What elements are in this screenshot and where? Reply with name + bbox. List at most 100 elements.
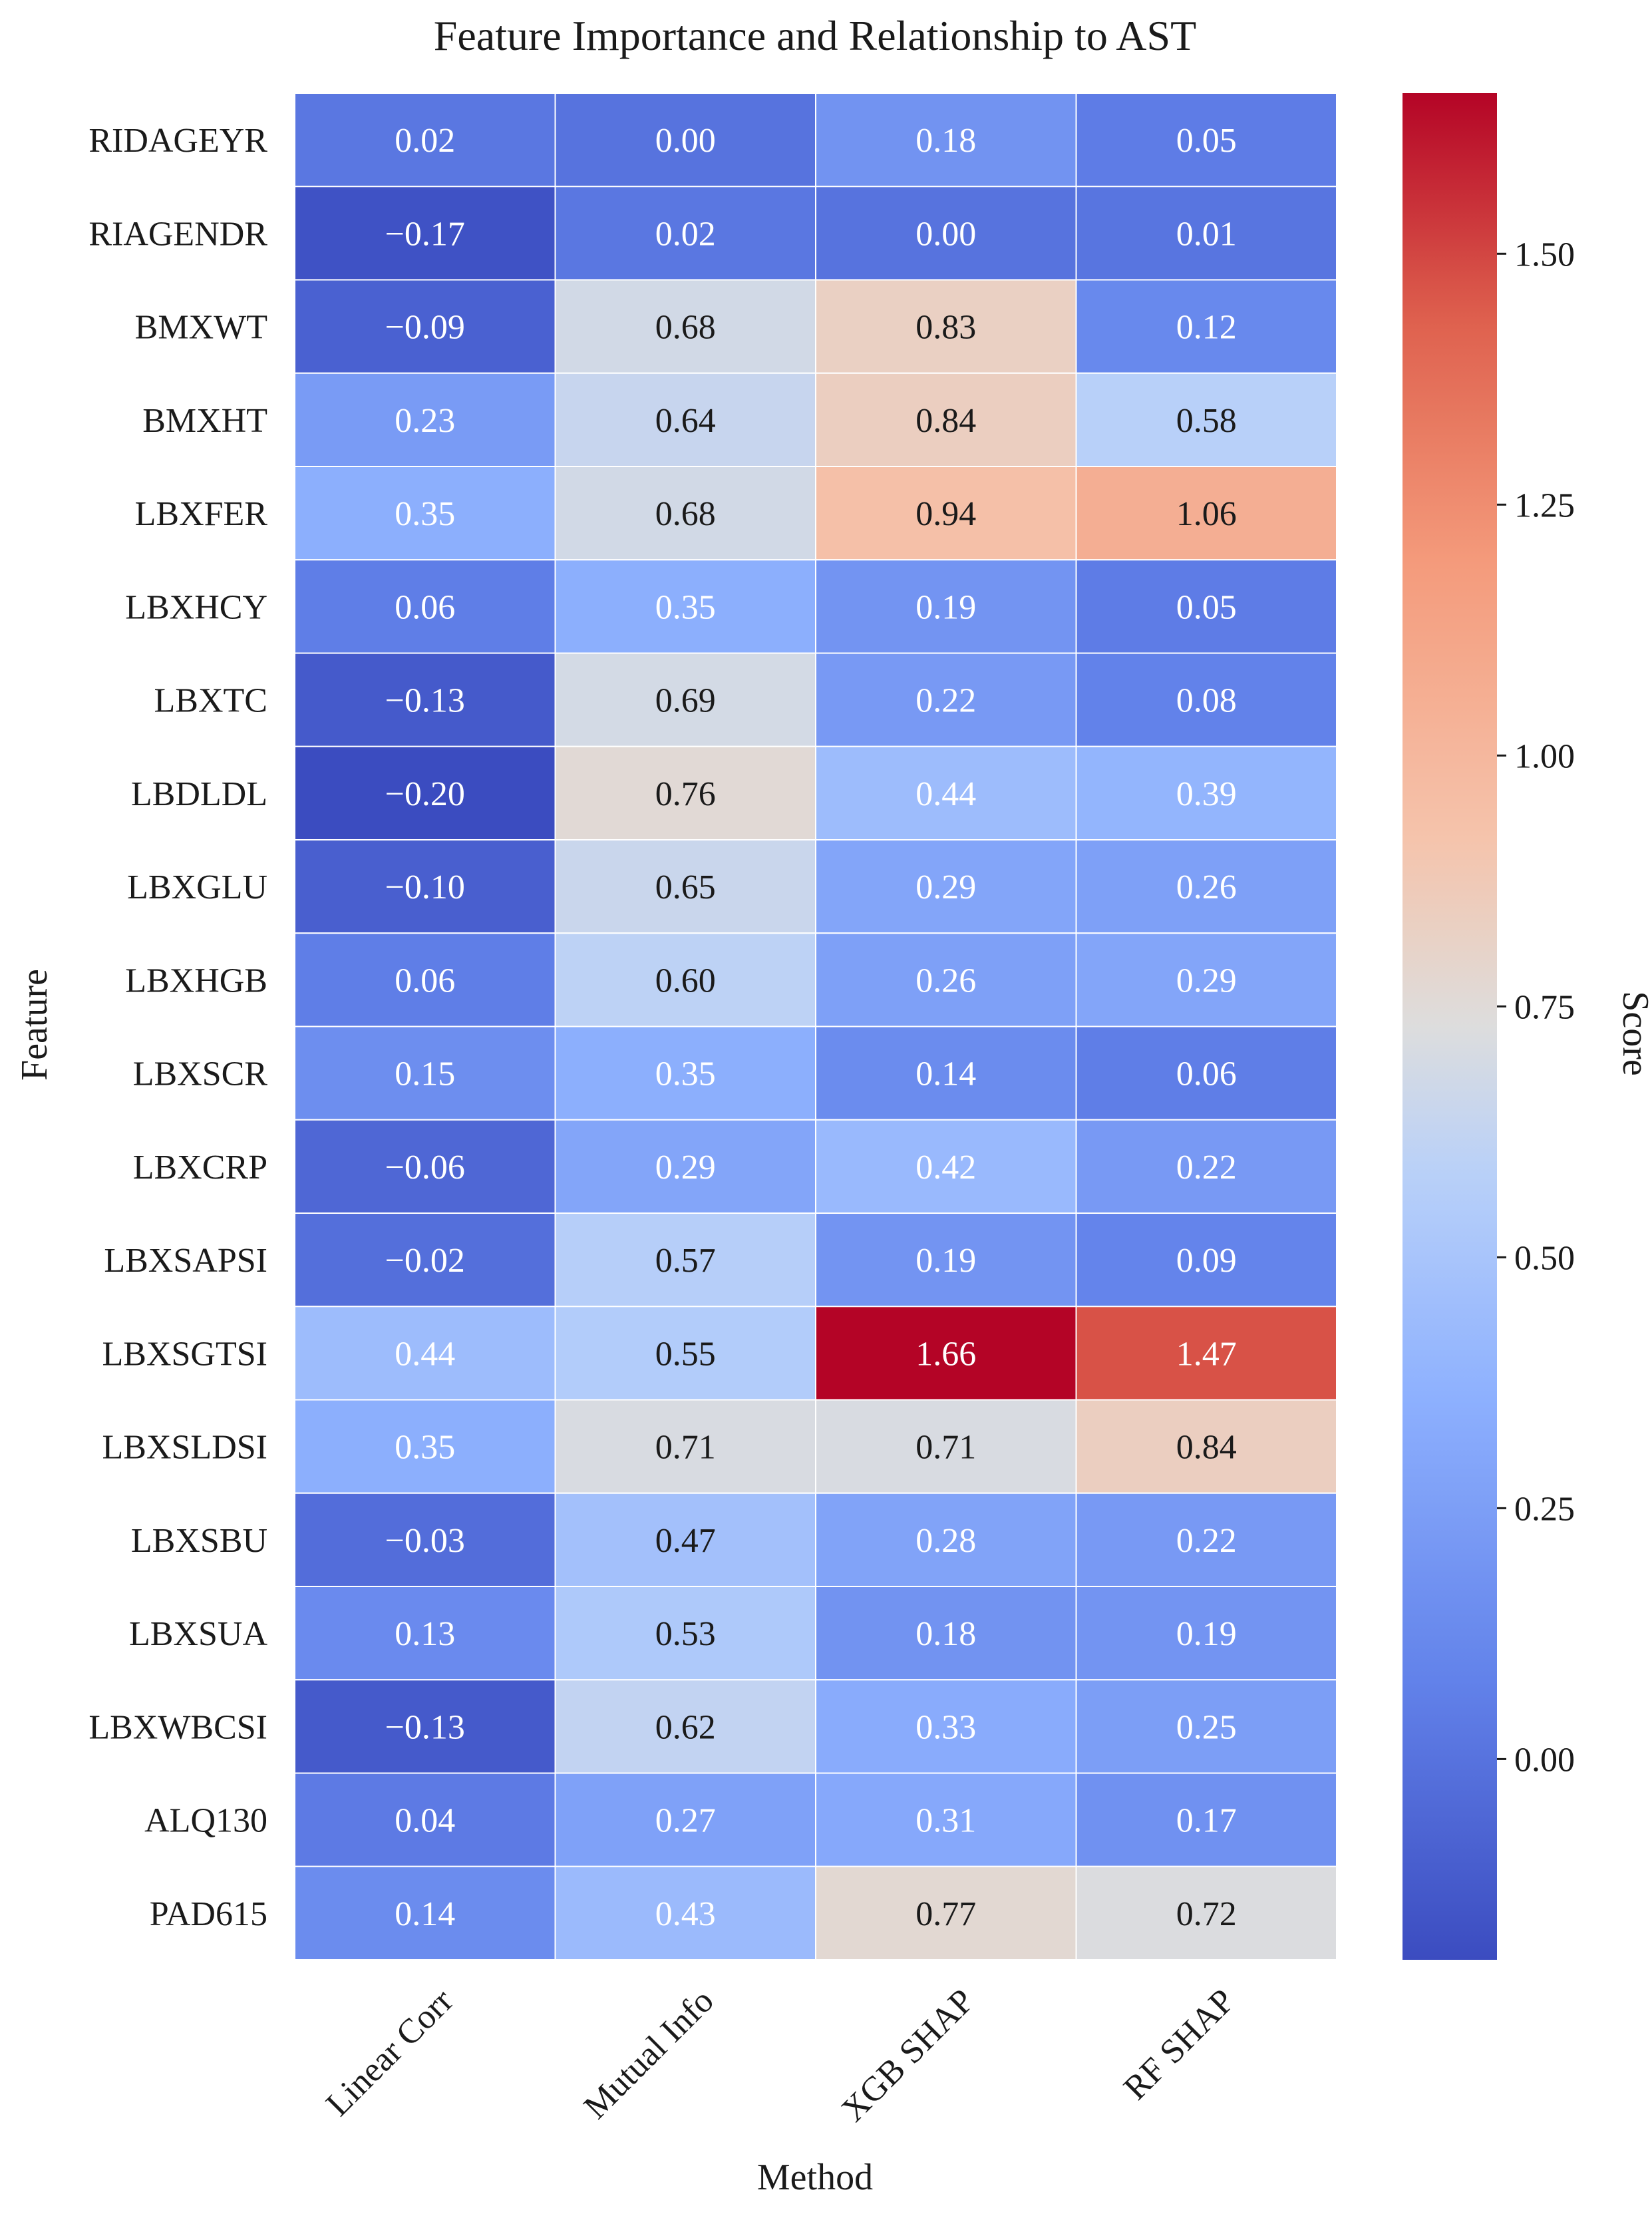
cell-value-label: 0.22 [1176,1149,1237,1187]
heatmap-cell-lbxsapsi-xgb-shap [815,1212,1077,1308]
cell-value-label: 0.23 [395,402,455,440]
heatmap-cell-lbxsapsi-rf-shap [1075,1212,1337,1308]
cell-value-label: 0.47 [655,1522,716,1560]
heatmap-cell-lbxglu-rf-shap [1075,839,1337,934]
cell-value-label: 0.17 [1176,1802,1237,1840]
cell-value-label: 0.22 [915,682,976,720]
feature-tick-label-lbxsbu: LBXSBU [131,1522,267,1560]
heatmap-cell-lbxhcy-mutual-info [554,559,816,654]
feature-tick-label-lbxtc: LBXTC [154,682,267,720]
cell-value-label: 0.06 [1176,1055,1237,1093]
cell-value-label: 0.29 [1176,962,1237,1000]
heatmap-cell-lbxhgb-linear-corr [294,932,556,1027]
cell-value-label: 0.28 [915,1522,976,1560]
feature-tick-label-pad615: PAD615 [150,1895,267,1933]
cell-value-label: 0.35 [395,1429,455,1467]
heatmap-cell-lbxsldsi-linear-corr [294,1399,556,1494]
cell-value-label: 0.72 [1176,1895,1237,1933]
heatmap-cell-pad615-mutual-info [554,1865,816,1960]
feature-tick-label-lbxsgtsi: LBXSGTSI [102,1335,267,1373]
cell-value-label: 0.39 [1176,775,1237,813]
heatmap-cell-alq130-mutual-info [554,1772,816,1867]
cell-value-label: 0.65 [655,868,716,906]
heatmap-cell-lbxtc-rf-shap [1075,652,1337,747]
cell-value-label: 0.27 [655,1802,716,1840]
cell-value-label: 0.60 [655,962,716,1000]
heatmap-cell-lbxtc-linear-corr [294,652,556,747]
heatmap-cells [294,92,1337,1960]
cell-value-label: 0.05 [1176,122,1237,160]
heatmap-cell-lbxscr-rf-shap [1075,1025,1337,1121]
heatmap-cell-lbxcrp-xgb-shap [815,1119,1077,1214]
cell-value-label: 0.83 [915,309,976,347]
method-tick-label-mutual-info: Mutual Info [577,1982,721,2126]
heatmap-cell-lbxhgb-rf-shap [1075,932,1337,1027]
cell-value-label: 0.09 [1176,1242,1237,1280]
heatmap-cell-pad615-linear-corr [294,1865,556,1960]
cell-value-label: 0.71 [915,1429,976,1467]
cell-value-label: 0.06 [395,588,455,626]
heatmap-cell-lbxcrp-linear-corr [294,1119,556,1214]
cell-value-label: 0.35 [395,495,455,533]
heatmap-cell-lbxscr-mutual-info [554,1025,816,1121]
cell-value-label: 0.15 [395,1055,455,1093]
cell-value-label: 1.47 [1176,1335,1237,1373]
y-axis-title: Feature [14,969,55,1081]
cell-value-label: 0.05 [1176,588,1237,626]
heatmap-cell-lbxsapsi-mutual-info [554,1212,816,1308]
colorbar-ticks: 0.00 0.25 0.50 0.75 1.00 1.25 1.50 [1497,236,1575,1779]
cell-value-label: 1.66 [915,1335,976,1373]
colorbar-tick-label: 0.75 [1514,988,1575,1026]
cell-value-label: 0.12 [1176,309,1237,347]
cell-value-label: 0.18 [915,122,976,160]
heatmap-cell-riagendr-mutual-info [554,186,816,281]
cell-value-label: 0.01 [1176,215,1237,253]
cell-value-label: −0.06 [385,1149,465,1187]
heatmap-cell-lbxfer-mutual-info [554,466,816,561]
cell-value-label: 0.14 [915,1055,976,1093]
cell-value-label: 0.35 [655,588,716,626]
heatmap-cell-lbxscr-xgb-shap [815,1025,1077,1121]
heatmap-cell-lbxsua-mutual-info [554,1586,816,1681]
heatmap-cell-lbxfer-rf-shap [1075,466,1337,561]
cell-value-label: −0.13 [385,682,465,720]
colorbar-tick-label: 0.50 [1514,1239,1575,1277]
heatmap-cell-lbxsgtsi-linear-corr [294,1306,556,1401]
feature-tick-label-lbxsldsi: LBXSLDSI [102,1429,267,1467]
feature-tick-label-riagendr: RIAGENDR [88,215,267,253]
heatmap-cell-lbdldl-xgb-shap [815,745,1077,840]
cell-value-label: 0.26 [1176,868,1237,906]
feature-tick-label-bmxht: BMXHT [142,402,267,440]
cell-value-label: 0.19 [1176,1615,1237,1653]
feature-tick-label-ridageyr: RIDAGEYR [88,122,267,160]
feature-tick-label-lbdldl: LBDLDL [131,775,267,813]
colorbar-tick-label: 0.00 [1514,1741,1575,1779]
heatmap-cell-ridageyr-xgb-shap [815,92,1077,188]
cell-value-label: 0.42 [915,1149,976,1187]
cell-value-label: 0.29 [915,868,976,906]
heatmap-cell-lbxfer-linear-corr [294,466,556,561]
cell-value-label: 0.44 [395,1335,455,1373]
method-tick-label-xgb-shap: XGB SHAP [834,1982,981,2129]
cell-value-label: 0.18 [915,1615,976,1653]
cell-value-label: 0.31 [915,1802,976,1840]
feature-tick-label-bmxwt: BMXWT [135,309,267,347]
method-tick-labels: Linear Corr Mutual Info XGB SHAP RF SHAP [319,1982,1241,2129]
heatmap-cell-lbxsldsi-xgb-shap [815,1399,1077,1494]
cell-value-label: 0.77 [915,1895,976,1933]
cell-value-label: 0.22 [1176,1522,1237,1560]
heatmap-cell-alq130-xgb-shap [815,1772,1077,1867]
cell-value-label: 0.13 [395,1615,455,1653]
heatmap-cell-ridageyr-linear-corr [294,92,556,188]
feature-tick-label-lbxfer: LBXFER [135,495,268,533]
feature-tick-label-lbxhgb: LBXHGB [125,962,267,1000]
cell-value-label: 0.69 [655,682,716,720]
cell-value-label: 0.19 [915,1242,976,1280]
cell-value-label: −0.10 [385,868,465,906]
heatmap-cell-lbxsbu-rf-shap [1075,1492,1337,1587]
cell-value-label: 0.44 [915,775,976,813]
heatmap-cell-bmxht-mutual-info [554,372,816,467]
heatmap-cell-lbdldl-linear-corr [294,745,556,840]
heatmap-cell-labels: 0.02 0.00 0.18 0.05 −0.17 0.02 0.00 0.01 −0.09 0.… [385,122,1237,1933]
heatmap-cell-lbxwbcsi-rf-shap [1075,1679,1337,1774]
